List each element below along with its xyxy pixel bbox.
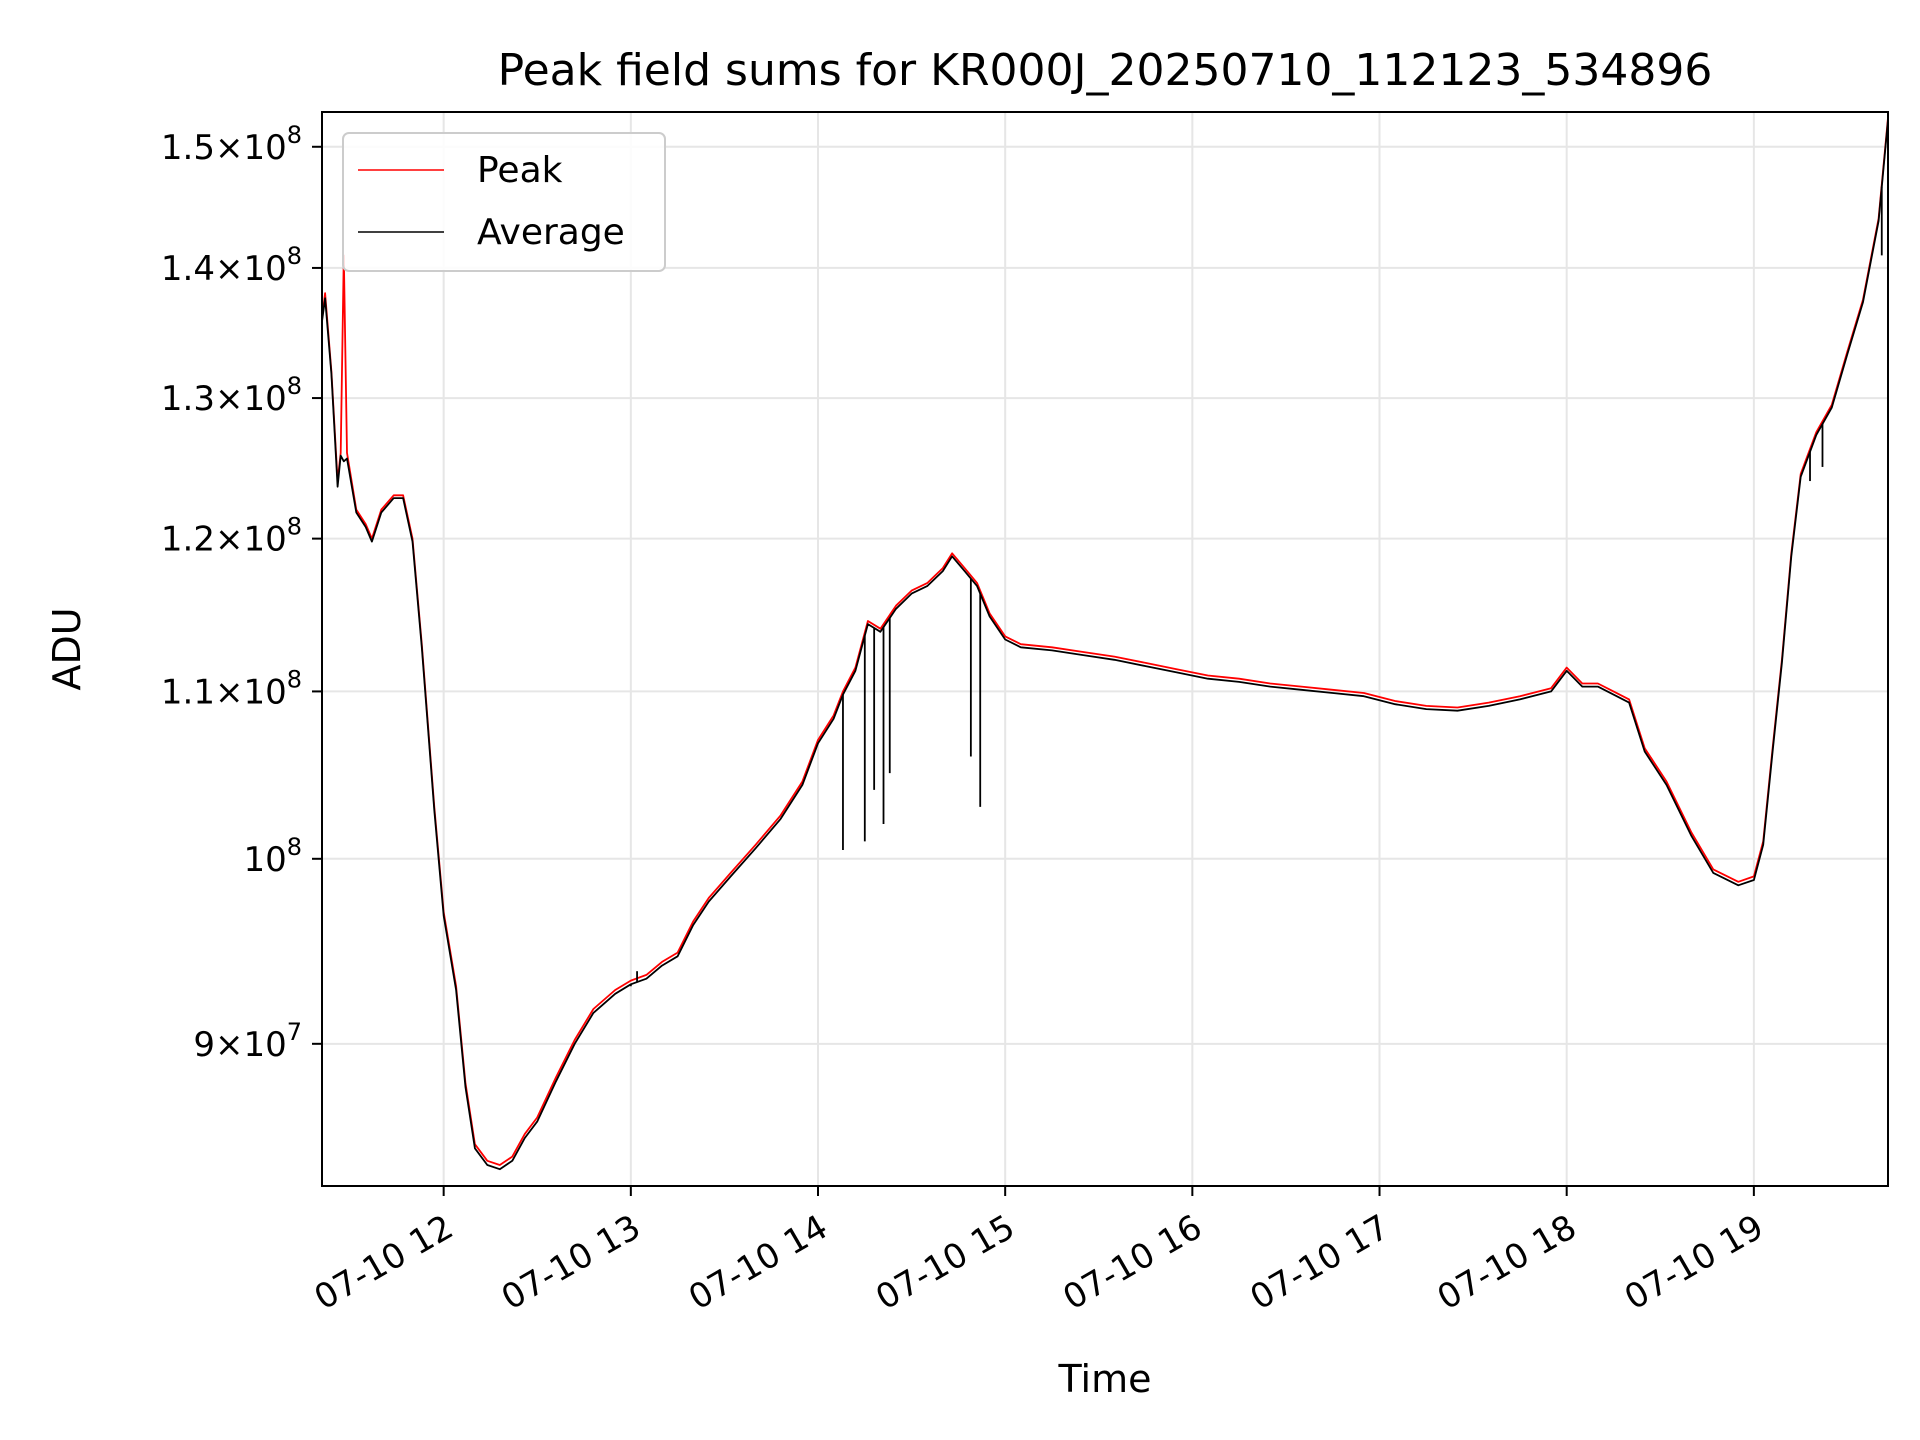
y-axis: 9×107 108 1.1×108 1.2×108 1.3×108 1.4×108 1.5×… [161,121,322,1065]
y-axis-label: ADU [45,607,89,690]
legend-box [342,132,666,272]
plot-frame [321,111,1889,1187]
legend-label-average: Average [477,212,625,253]
x-axis-label: Time [1058,1357,1152,1401]
chart-title: Peak field sums for KR000J_20250710_1121… [498,45,1713,96]
y-tick-label: 1.1×108 [161,665,302,712]
legend-label-peak: Peak [477,150,563,191]
series-line-average [322,120,1888,1171]
y-tick-label: 1.4×108 [161,242,302,289]
legend: Peak Average [342,132,666,272]
y-tick-label: 1.5×108 [161,121,302,168]
series-group [322,117,1888,1171]
y-tick-label: 1.2×108 [161,513,302,560]
gridlines [322,112,1888,1186]
y-tick-label: 108 [243,833,302,880]
y-tick-label: 1.3×108 [161,372,302,419]
series-layer [322,117,1888,1171]
y-tick-label: 9×107 [193,1018,302,1065]
